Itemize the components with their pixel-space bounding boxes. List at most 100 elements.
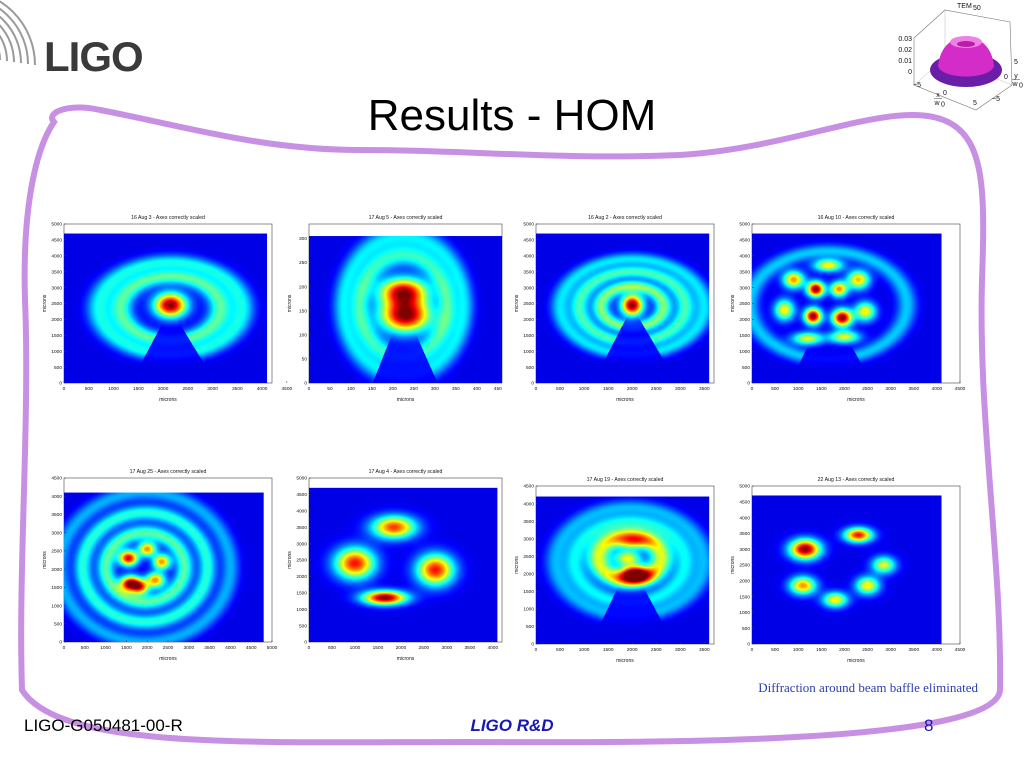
y-tick-label: 500 [299, 623, 307, 629]
inset-x-axis-label-denominator-subscript: 0 [941, 102, 945, 109]
y-tick-label: 1500 [739, 333, 750, 339]
heatmap-svg: 16 Aug 10 - Axes correctly scaled 0 500 100… [730, 215, 966, 403]
x-tick-label: 3000 [885, 386, 896, 392]
inset-y-tick: 5 [1014, 59, 1018, 66]
y-tick-label: 3500 [739, 269, 750, 275]
y-tick-label: 3000 [51, 285, 62, 291]
y-tick-label: 5000 [739, 484, 750, 490]
x-tick-label: 1500 [373, 645, 384, 651]
y-tick-label: 500 [742, 626, 750, 632]
y-tick-label: 1000 [51, 349, 62, 355]
heatmap-svg: 22 Aug 13 - Axes correctly scaled 0 500 100… [730, 477, 966, 664]
inset-x-tick: 0 [943, 90, 947, 97]
x-tick-label: 2000 [627, 386, 638, 392]
x-tick-label: 3000 [183, 645, 194, 651]
y-tick-label: 2500 [523, 554, 534, 560]
x-tick-label: 350 [452, 386, 460, 392]
x-tick-label: 3500 [204, 645, 215, 651]
x-tick-label: 2000 [839, 386, 850, 392]
heatmap-image [64, 492, 264, 642]
ligo-logo: LIGO [44, 33, 144, 80]
heatmap-plot-6: 17 Aug 4 - Axes correctly scaled 0 500 1000… [285, 464, 510, 664]
heatmap-title: 17 Aug 5 - Axes correctly scaled [369, 215, 443, 221]
y-tick-label: 2000 [296, 574, 307, 580]
inset-y-axis-label-denominator: w [1011, 81, 1018, 88]
y-tick-label: 0 [531, 381, 534, 387]
heatmap-plot-4: 16 Aug 10 - Axes correctly scaled 0 500 100… [728, 210, 968, 405]
y-tick-label: 1500 [51, 333, 62, 339]
y-tick-label: 5000 [739, 222, 750, 228]
y-tick-label: 50 [302, 357, 308, 363]
y-tick-label: 500 [54, 365, 62, 371]
heatmap-svg: 17 Aug 4 - Axes correctly scaled 0 500 1000… [287, 469, 503, 662]
heatmap-svg: 17 Aug 19 - Axes correctly scaled 0 500 100… [514, 477, 715, 664]
heatmap-image [752, 233, 942, 383]
heatmap-title: 16 Aug 3 - Axes correctly scaled [131, 215, 205, 221]
y-tick-label: 250 [299, 260, 307, 266]
y-tick-label: 5000 [296, 476, 307, 482]
inset-z-tick: 0.01 [898, 58, 912, 65]
y-tick-label: 2000 [523, 317, 534, 323]
x-tick-label: 2500 [651, 647, 662, 653]
y-tick-label: 1000 [739, 349, 750, 355]
x-tick-label: 400 [473, 386, 481, 392]
y-tick-label: 4000 [51, 494, 62, 500]
y-tick-label: 1500 [51, 585, 62, 591]
x-tick-label: 1500 [121, 645, 132, 651]
y-tick-label: 0 [59, 640, 62, 646]
inset-y-tick: 0 [1004, 74, 1008, 81]
inset-y-axis-label-numerator: y [1014, 73, 1018, 80]
slide-title: Results - HOM [367, 91, 657, 140]
y-tick-label: 4500 [523, 484, 534, 490]
heatmap-plot-7: 17 Aug 19 - Axes correctly scaled 0 500 100… [512, 472, 722, 666]
y-tick-label: 3500 [523, 269, 534, 275]
x-tick-label: 1500 [603, 647, 614, 653]
y-tick-label: 2500 [296, 558, 307, 564]
y-tick-label: 0 [747, 381, 750, 387]
y-tick-label: 2000 [739, 317, 750, 323]
x-tick-label: 150 [368, 386, 376, 392]
heatmap-plot-8: 22 Aug 13 - Axes correctly scaled 0 500 100… [728, 472, 968, 666]
inset-title-subscript: 50 [973, 5, 981, 12]
inset-title: TEM [957, 3, 972, 10]
y-tick-label: 0 [304, 640, 307, 646]
x-tick-label: 3500 [232, 386, 243, 392]
x-tick-label: 1500 [133, 386, 144, 392]
x-tick-label: 450 [494, 386, 502, 392]
y-tick-label: 3000 [739, 547, 750, 553]
inset-z-tick: 0 [908, 69, 912, 76]
y-tick-label: 500 [526, 365, 534, 371]
inset-x-axis-label-denominator: w [933, 100, 940, 107]
heatmap-title: 16 Aug 2 - Axes correctly scaled [588, 215, 662, 221]
x-tick-label: 2000 [396, 645, 407, 651]
heatmap-title: 16 Aug 10 - Axes correctly scaled [818, 215, 895, 221]
y-tick-label: 1500 [523, 333, 534, 339]
inset-x-tick: −5 [913, 82, 921, 89]
heatmap-image [309, 236, 502, 383]
y-tick-label: 2500 [51, 549, 62, 555]
x-tick-label: 500 [81, 645, 89, 651]
caption-note: Diffraction around beam baffle eliminate… [758, 680, 978, 695]
heatmap-title: 17 Aug 4 - Axes correctly scaled [369, 469, 443, 475]
x-axis-label: microns [159, 656, 177, 662]
x-tick-label: 1500 [816, 386, 827, 392]
y-tick-label: 3000 [523, 536, 534, 542]
y-tick-label: 3000 [523, 285, 534, 291]
inset-z-tick: 0.02 [898, 47, 912, 54]
y-tick-label: 4500 [739, 238, 750, 244]
y-tick-label: 1500 [739, 594, 750, 600]
heatmap-svg: 17 Aug 25 - Axes correctly scaled 0 500 100… [42, 469, 278, 662]
y-axis-label: microns [287, 294, 293, 312]
heatmap-title: 22 Aug 13 - Axes correctly scaled [818, 477, 895, 483]
y-tick-label: 4500 [739, 500, 750, 506]
x-tick-label: 1000 [579, 386, 590, 392]
y-tick-label: 3500 [296, 525, 307, 531]
y-tick-label: 4500 [51, 476, 62, 482]
x-tick-label: 2500 [419, 645, 430, 651]
heatmap-image [536, 496, 710, 644]
y-tick-label: 4000 [296, 509, 307, 515]
y-tick-label: 4500 [296, 492, 307, 498]
y-tick-label: 2000 [51, 317, 62, 323]
x-axis-label: microns [616, 658, 634, 664]
